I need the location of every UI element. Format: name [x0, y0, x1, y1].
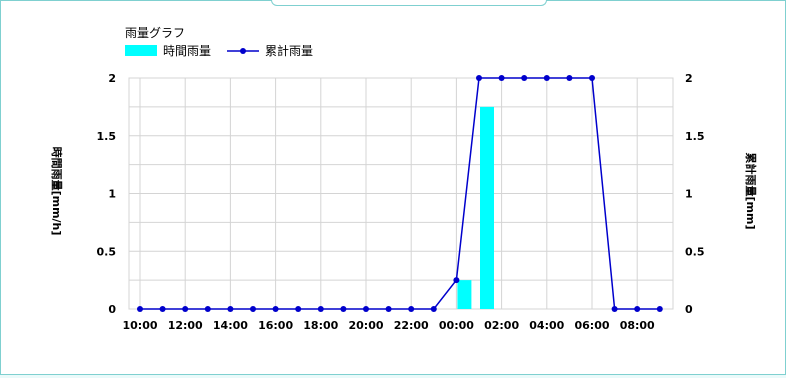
chart-title: 雨量グラフ: [125, 26, 185, 40]
hourly-bars: [457, 106, 494, 309]
cumulative-point: [272, 306, 279, 312]
legend: 時間雨量 累計雨量: [125, 43, 313, 58]
cumulative-point: [385, 306, 392, 312]
cumulative-point: [521, 75, 528, 81]
cumulative-point: [137, 306, 143, 312]
y-tick-label-right: 1.5: [685, 130, 705, 143]
y-tick-label-left: 0.5: [97, 245, 117, 258]
legend-bar-swatch: [125, 45, 157, 56]
y-tick-label-right: 2: [685, 72, 693, 85]
cumulative-point: [204, 306, 211, 312]
y-ticks-left: 0 0.5 1 1.5 2: [97, 72, 117, 316]
legend-line-label: 累計雨量: [265, 43, 313, 58]
y-axis-left-title: 時間雨量[mm/h]: [50, 147, 64, 236]
x-tick-label: 06:00: [574, 319, 609, 332]
x-ticks: 10:00 12:00 14:00 16:00 18:00 20:00 22:00 00:00…: [122, 319, 655, 332]
panel-tab-notch: [271, 0, 547, 6]
y-tick-label-right: 0.5: [685, 245, 705, 258]
x-tick-label: 02:00: [484, 319, 519, 332]
x-tick-label: 08:00: [620, 319, 655, 332]
cumulative-line: [137, 75, 663, 312]
x-tick-label: 16:00: [258, 319, 293, 332]
y-ticks-right: 0 0.5 1 1.5 2: [685, 72, 705, 316]
x-tick-label: 14:00: [213, 319, 248, 332]
cumulative-point: [656, 306, 663, 312]
cumulative-point: [363, 306, 369, 312]
cumulative-point: [611, 306, 618, 312]
y-tick-label-left: 1: [108, 188, 116, 201]
cumulative-point: [408, 306, 415, 312]
y-tick-label-left: 1.5: [97, 130, 117, 143]
x-tick-label: 04:00: [529, 319, 564, 332]
legend-bar-label: 時間雨量: [163, 44, 211, 58]
cumulative-point: [430, 306, 437, 312]
cumulative-point: [227, 306, 234, 312]
cumulative-point: [498, 75, 505, 81]
rain-bar: [480, 106, 494, 309]
y-tick-label-left: 2: [108, 72, 116, 85]
x-tick-label: 00:00: [439, 319, 474, 332]
cumulative-point: [340, 306, 347, 312]
cumulative-point: [566, 75, 573, 81]
rain-bar: [457, 280, 472, 309]
y-axis-right-title: 累計雨量[mm]: [744, 153, 758, 230]
y-tick-label-left: 0: [108, 303, 116, 316]
x-tick-label: 20:00: [348, 319, 383, 332]
cumulative-point: [453, 277, 460, 284]
cumulative-point: [589, 75, 595, 81]
cumulative-point: [159, 306, 166, 312]
cumulative-point: [182, 306, 189, 312]
x-tick-label: 10:00: [122, 319, 157, 332]
x-tick-label: 22:00: [394, 319, 429, 332]
cumulative-point: [295, 306, 302, 312]
cumulative-point: [476, 75, 482, 81]
y-tick-label-right: 0: [685, 303, 693, 316]
cumulative-polyline: [140, 77, 660, 310]
cumulative-point: [317, 306, 324, 312]
x-tick-label: 12:00: [168, 319, 203, 332]
y-tick-label-right: 1: [685, 188, 693, 201]
legend-line-marker: [240, 48, 246, 54]
cumulative-point: [634, 306, 641, 312]
cumulative-point: [543, 75, 550, 81]
x-tick-label: 18:00: [303, 319, 338, 332]
cumulative-point: [250, 306, 256, 312]
grid: [128, 77, 674, 310]
